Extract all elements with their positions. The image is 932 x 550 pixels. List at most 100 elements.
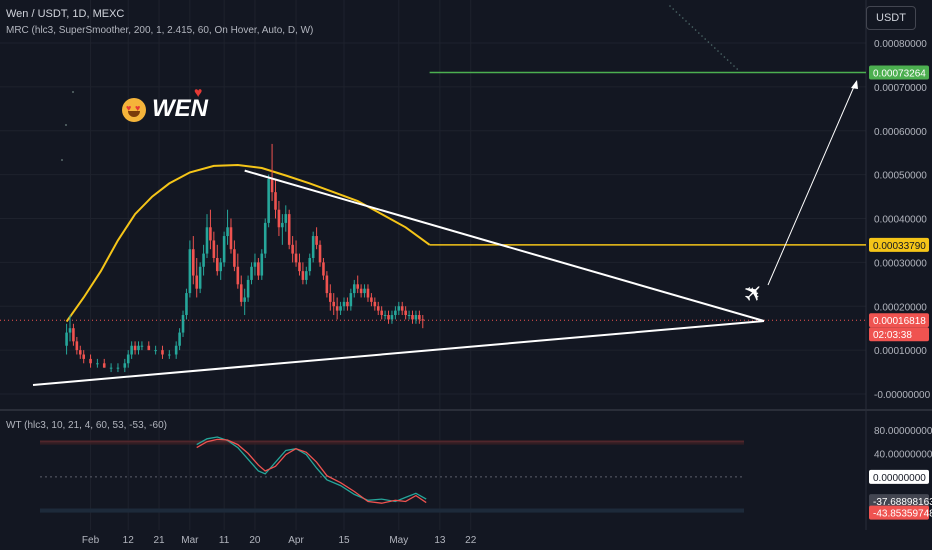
candle-body	[72, 328, 75, 342]
candle-body	[137, 345, 140, 351]
candle-body	[226, 227, 229, 237]
y-tick-label: 0.00050000	[874, 171, 927, 182]
candle-body	[174, 345, 178, 355]
candle-body	[263, 222, 267, 254]
band-dot	[701, 35, 703, 37]
candle-body	[233, 249, 236, 267]
symbol-title: Wen / USDT, 1D, MEXC	[6, 8, 125, 20]
candle-body	[188, 249, 192, 294]
y-tick-label: 0.00040000	[874, 215, 927, 226]
x-tick-label: Feb	[82, 535, 100, 546]
x-tick-label: 21	[153, 535, 165, 546]
candle-body	[250, 266, 253, 280]
band-dot	[733, 65, 735, 67]
oscillator-legend[interactable]: WT (hlc3, 10, 21, 4, 60, 53, -53, -60)	[6, 420, 168, 431]
band-dot	[691, 26, 694, 28]
resistance-trendline	[244, 169, 765, 322]
osc-tick-label: 80.00000000	[874, 426, 932, 437]
candle-body	[376, 306, 380, 311]
indicator-legend[interactable]: MRC (hlc3, SuperSmoother, 200, 1, 2.415,…	[6, 25, 314, 36]
y-tick-label: 0.00010000	[874, 346, 927, 357]
band-dot	[723, 56, 726, 58]
band-dot	[717, 50, 719, 52]
band-dot	[707, 41, 710, 43]
candle-body	[404, 310, 407, 316]
candle-body	[260, 253, 264, 276]
x-tick-label: 12	[123, 535, 135, 546]
y-tick-label: -0.00000000	[874, 390, 931, 401]
price-pane	[0, 5, 866, 386]
mrc-price-badge-bg	[869, 237, 929, 252]
x-tick-label: Apr	[288, 535, 304, 546]
candle-body	[78, 350, 82, 355]
candle-body	[68, 328, 72, 333]
candle-body	[349, 293, 353, 307]
candle-body	[82, 354, 85, 359]
candle-body	[339, 306, 342, 311]
candle-body	[291, 244, 294, 254]
last-price-badge: 0.00016818	[873, 316, 926, 327]
osc-value-badge-1-bg	[869, 494, 929, 509]
candle-body	[96, 363, 99, 365]
y-tick-label: 0.00060000	[874, 127, 927, 138]
candle-body	[411, 315, 414, 320]
target-price-badge-bg	[869, 65, 929, 80]
candle-body	[322, 262, 325, 276]
candle-body	[407, 315, 411, 317]
band-dot	[678, 14, 681, 16]
band-dot	[65, 124, 67, 126]
heart-icon: ♥	[194, 84, 203, 100]
countdown-badge: 02:03:38	[873, 330, 912, 341]
candle-body	[178, 332, 181, 346]
osc-value-badge-2: -43.85359748	[873, 509, 932, 520]
candle-body	[352, 284, 356, 294]
target-price-badge: 0.00073264	[873, 69, 926, 80]
candle-body	[161, 350, 164, 355]
candle-body	[195, 275, 199, 289]
x-tick-label: 15	[338, 535, 350, 546]
wt-series-2	[196, 438, 427, 504]
x-tick-label: May	[389, 535, 408, 546]
band-dot	[688, 23, 690, 25]
candle-body	[305, 271, 308, 280]
wt-series-1	[196, 436, 427, 503]
candle-body	[246, 279, 250, 298]
band-dot	[698, 32, 700, 34]
candle-body	[332, 301, 336, 307]
candle-body	[301, 271, 305, 280]
band-dot	[730, 62, 732, 64]
mrc-curve	[65, 163, 431, 323]
candle-body	[168, 354, 171, 356]
candle-body	[154, 350, 157, 352]
projection-arrowhead	[851, 80, 858, 89]
candle-body	[126, 354, 130, 364]
candle-body	[212, 240, 216, 258]
candle-body	[387, 315, 390, 320]
candle-body	[198, 266, 202, 289]
candle-body	[414, 315, 418, 320]
candle-body	[394, 310, 397, 316]
band-dot	[685, 20, 687, 22]
oscillator-pane	[40, 436, 744, 513]
y-tick-label: 0.00070000	[874, 83, 927, 94]
candle-body	[205, 227, 209, 254]
candle-body	[418, 315, 421, 320]
band-dot	[61, 159, 63, 161]
band-dot	[704, 38, 706, 40]
candle-body	[277, 209, 281, 228]
candle-body	[311, 236, 315, 258]
band-dot	[675, 11, 678, 13]
ob-band	[40, 439, 744, 445]
band-dot	[714, 47, 716, 49]
band-dot	[736, 68, 738, 70]
mrc-price-badge: 0.00033790	[873, 241, 926, 252]
candle-body	[366, 288, 370, 298]
candle-body	[257, 262, 260, 276]
candle-body	[383, 315, 387, 317]
band-dot	[710, 44, 713, 46]
currency-button[interactable]: USDT	[866, 6, 916, 30]
osc-zero-badge: 0.00000000	[873, 473, 926, 484]
candle-body	[267, 179, 270, 223]
